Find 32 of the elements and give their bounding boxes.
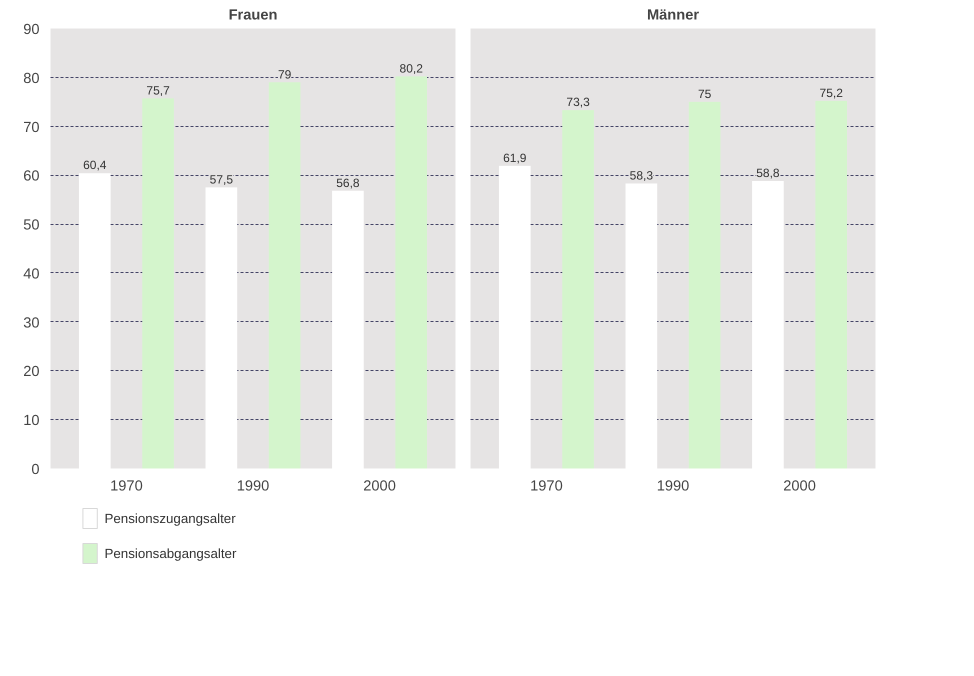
y-tick-label: 0 — [31, 462, 40, 478]
legend-label: Pensionsabgangsalter — [104, 546, 237, 561]
data-label: 75 — [698, 86, 712, 101]
data-label: 60,4 — [83, 158, 107, 172]
y-tick-label: 10 — [23, 413, 40, 430]
data-label: 56,8 — [336, 176, 360, 190]
x-tick-label: 1970 — [110, 478, 143, 494]
x-tick-label: 2000 — [363, 478, 396, 494]
data-label: 57,5 — [210, 172, 234, 186]
x-tick-label: 2000 — [783, 478, 816, 494]
y-tick-label: 40 — [23, 266, 40, 282]
y-tick-label: 60 — [23, 168, 40, 185]
x-tick-label: 1990 — [236, 478, 270, 494]
x-tick-label: 1990 — [656, 478, 690, 494]
chart-title: Frauen — [228, 8, 278, 24]
y-tick-label: 30 — [23, 315, 40, 332]
legend-label: Pensionszugangsalter — [104, 511, 236, 526]
y-tick-label: 50 — [23, 218, 40, 234]
data-label: 73,3 — [566, 95, 590, 110]
data-label: 61,9 — [503, 150, 527, 165]
data-label: 80,2 — [400, 61, 424, 76]
data-label: 58,8 — [756, 166, 780, 180]
data-label: 75,2 — [820, 86, 844, 100]
y-tick-label: 90 — [23, 22, 40, 38]
x-tick-label: 1970 — [530, 478, 563, 494]
y-tick-label: 80 — [23, 70, 40, 87]
data-label: 79 — [278, 67, 292, 82]
data-label: 75,7 — [146, 83, 170, 98]
y-tick-label: 70 — [23, 120, 40, 136]
chart-title: Männer — [646, 8, 700, 24]
data-label: 58,3 — [630, 168, 654, 182]
y-tick-label: 20 — [23, 364, 40, 380]
